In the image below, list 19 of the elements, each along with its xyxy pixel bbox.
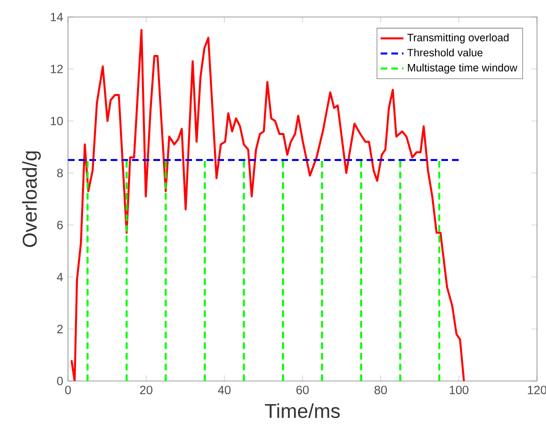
x-tick-label: 40 [218, 386, 231, 394]
x-tick-label: 60 [296, 386, 309, 394]
y-tick-label: 6 [57, 220, 63, 230]
y-axis-title: Overload/g [22, 151, 41, 247]
legend-label: Multistage time window [408, 64, 518, 74]
y-tick-label: 0 [57, 376, 63, 386]
x-tick-label: 80 [374, 386, 387, 394]
x-axis-title: Time/ms [264, 403, 340, 418]
x-tick-label: 100 [450, 386, 468, 394]
y-tick-label: 8 [57, 168, 63, 178]
y-tick-label: 14 [50, 12, 63, 22]
legend-label: Transmitting overload [407, 34, 509, 44]
y-tick-label: 4 [56, 272, 63, 282]
y-tick-label: 2 [57, 324, 63, 334]
legend-label: Threshold value [407, 48, 482, 56]
y-tick-label: 12 [50, 64, 63, 74]
x-tick-label: 20 [140, 386, 152, 394]
x-tick-label: 0 [65, 386, 71, 394]
y-tick-label: 10 [50, 116, 63, 126]
